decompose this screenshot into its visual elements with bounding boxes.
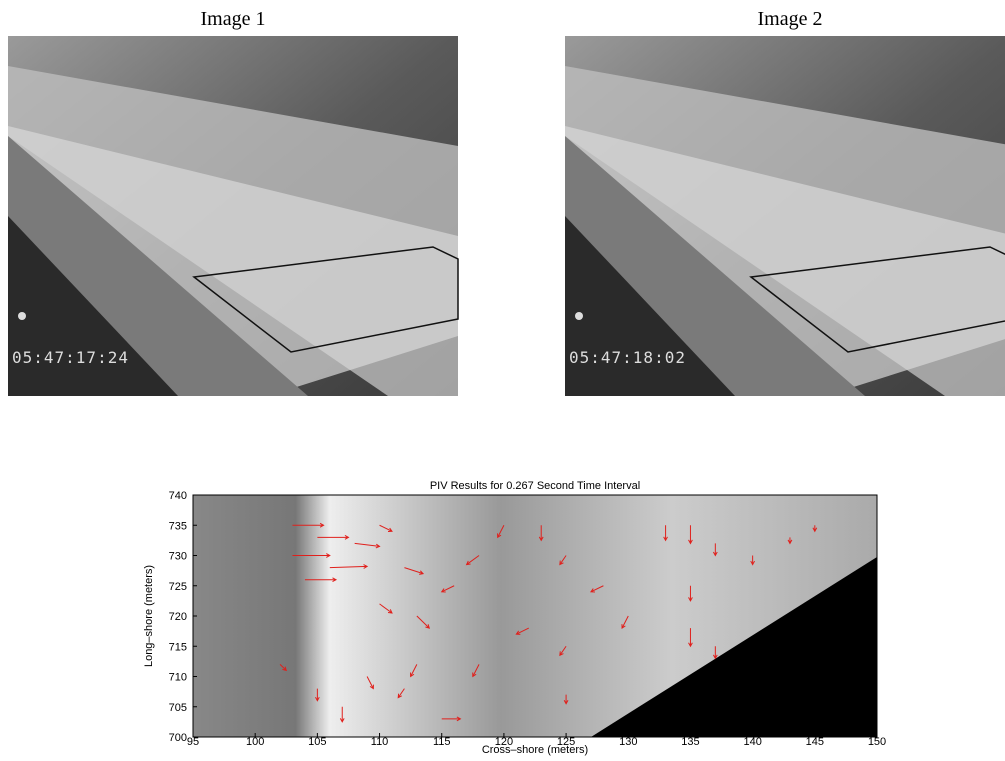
- photo: [8, 36, 458, 396]
- x-tick-label: 125: [557, 736, 575, 748]
- chart-title: PIV Results for 0.267 Second Time Interv…: [430, 480, 640, 492]
- y-tick-label: 700: [169, 732, 187, 744]
- x-tick-label: 110: [371, 736, 389, 748]
- x-tick-label: 95: [187, 736, 199, 748]
- timestamp: 05:47:17:24: [12, 348, 129, 367]
- y-tick-label: 705: [169, 702, 187, 714]
- photo: [565, 36, 1005, 396]
- y-tick-label: 735: [169, 520, 187, 532]
- x-tick-label: 100: [246, 736, 264, 748]
- y-tick-label: 715: [169, 641, 187, 653]
- y-tick-label: 720: [169, 611, 187, 623]
- y-tick-label: 740: [169, 490, 187, 502]
- image-title: Image 1: [201, 8, 266, 30]
- figure: Image 1 Image 2 05:47:17:24 05:47:18:02 …: [0, 0, 1005, 761]
- y-tick-label: 730: [169, 551, 187, 563]
- x-tick-label: 105: [308, 736, 326, 748]
- y-tick-label: 725: [169, 581, 187, 593]
- timestamp: 05:47:18:02: [569, 348, 686, 367]
- y-tick-label: 710: [169, 672, 187, 684]
- image-title: Image 2: [758, 8, 823, 30]
- x-tick-label: 115: [433, 736, 451, 748]
- y-axis-label: Long–shore (meters): [143, 565, 155, 667]
- x-tick-label: 135: [681, 736, 699, 748]
- x-tick-label: 140: [743, 736, 761, 748]
- x-tick-label: 150: [868, 736, 886, 748]
- x-tick-label: 120: [495, 736, 513, 748]
- x-tick-label: 145: [806, 736, 824, 748]
- x-tick-label: 130: [619, 736, 637, 748]
